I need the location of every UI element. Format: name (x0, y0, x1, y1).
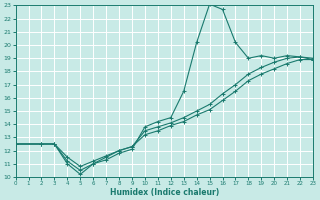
X-axis label: Humidex (Indice chaleur): Humidex (Indice chaleur) (110, 188, 219, 197)
